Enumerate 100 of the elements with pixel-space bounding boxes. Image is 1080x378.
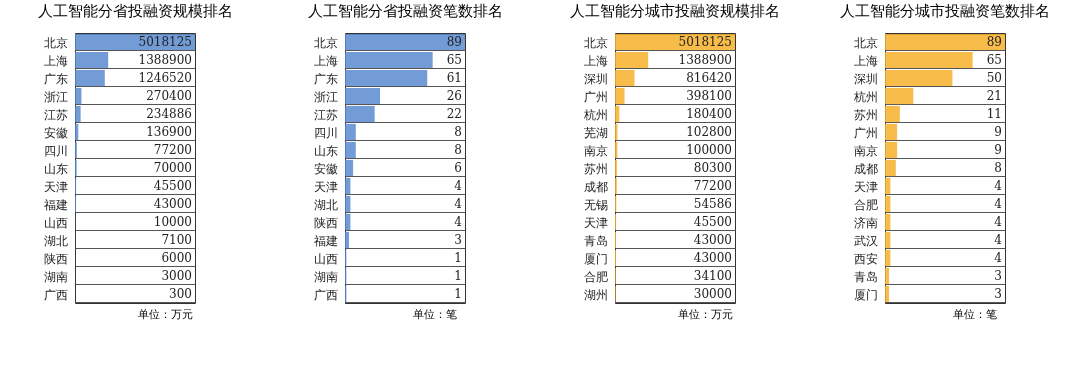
text: 单位：笔: [412, 307, 457, 322]
y-tick-label: 厦门: [583, 251, 608, 266]
bar: [345, 177, 351, 195]
data-label: 70000: [153, 161, 192, 175]
y-tick-label: 上海: [853, 53, 878, 68]
data-label: 1: [454, 287, 462, 301]
data-label: 9: [994, 143, 1002, 157]
bar: [345, 69, 428, 87]
data-label: 234886: [146, 107, 192, 121]
y-tick-label: 福建: [313, 233, 338, 248]
bar: [345, 51, 433, 69]
data-label: 100000: [686, 143, 732, 157]
data-label: 21: [986, 89, 1002, 103]
y-tick-label: 济南: [853, 215, 878, 230]
data-label: 43000: [693, 251, 732, 265]
y-tick-label: 苏州: [583, 161, 608, 176]
bar: [75, 87, 82, 105]
bar: [885, 33, 1005, 51]
text: 单位：万元: [676, 307, 733, 322]
data-label: 3000: [161, 269, 192, 283]
data-label: 65: [986, 53, 1002, 67]
bar: [75, 51, 109, 69]
y-tick-label: 广东: [313, 71, 338, 86]
data-label: 270400: [146, 89, 192, 103]
data-label: 3: [994, 269, 1002, 283]
data-label: 4: [994, 251, 1003, 265]
y-tick-label: 广东: [43, 71, 68, 86]
y-tick-label: 陕西: [313, 215, 338, 230]
data-label: 180400: [686, 107, 732, 121]
bar: [885, 87, 914, 105]
data-label: 1388900: [138, 53, 192, 67]
y-tick-label: 天津: [583, 215, 608, 230]
y-tick-label: 湖南: [313, 269, 338, 284]
data-label: 1: [454, 251, 462, 265]
y-tick-label: 陕西: [43, 251, 68, 266]
y-tick-label: 福建: [43, 197, 68, 212]
chart-title: 人工智能分省投融资规模排名: [37, 2, 233, 20]
data-label: 54586: [693, 197, 732, 211]
y-tick-label: 天津: [853, 179, 878, 194]
text: 单位：笔: [952, 307, 997, 322]
data-label: 34100: [693, 269, 732, 283]
y-tick-label: 厦门: [853, 287, 878, 302]
y-tick-label: 上海: [43, 53, 68, 68]
bar: [345, 33, 465, 51]
bar: [885, 123, 898, 141]
bar: [75, 69, 105, 87]
y-tick-label: 湖北: [43, 233, 68, 248]
y-tick-label: 南京: [583, 143, 608, 158]
data-label: 4: [994, 197, 1003, 211]
bar: [345, 213, 351, 231]
data-label: 5018125: [678, 35, 732, 49]
data-label: 4: [994, 179, 1003, 193]
y-tick-label: 广州: [583, 89, 608, 104]
data-label: 1388900: [678, 53, 732, 67]
y-tick-label: 北京: [313, 35, 338, 50]
chart-title: 人工智能分城市投融资笔数排名: [840, 2, 1050, 20]
data-label: 6: [454, 161, 462, 175]
data-label: 1: [454, 269, 462, 283]
bar: [885, 213, 891, 231]
data-label: 4: [994, 215, 1003, 229]
y-tick-label: 杭州: [852, 89, 878, 104]
y-tick-label: 广州: [853, 125, 878, 140]
data-label: 3: [994, 287, 1002, 301]
data-label: 6000: [161, 251, 192, 265]
data-label: 65: [446, 53, 462, 67]
data-label: 8: [994, 161, 1002, 175]
y-tick-label: 湖北: [313, 197, 338, 212]
y-tick-label: 四川: [43, 143, 68, 158]
y-tick-label: 湖州: [583, 287, 608, 302]
y-tick-label: 天津: [43, 179, 68, 194]
y-tick-label: 山西: [43, 215, 68, 230]
data-label: 80300: [693, 161, 732, 175]
bar: [615, 105, 620, 123]
bar: [885, 177, 891, 195]
bar: [885, 267, 890, 285]
bar: [345, 231, 350, 249]
y-tick-label: 合肥: [583, 269, 608, 284]
y-tick-label: 北京: [583, 35, 608, 50]
y-tick-label: 青岛: [583, 233, 608, 248]
bar: [345, 195, 351, 213]
chart-title: 人工智能分省投融资笔数排名: [307, 2, 503, 20]
data-label: 22: [446, 107, 462, 121]
bar: [885, 51, 973, 69]
data-label: 50: [986, 71, 1002, 85]
y-tick-label: 浙江: [313, 89, 338, 104]
bar: [345, 105, 375, 123]
data-label: 89: [986, 35, 1002, 49]
y-tick-label: 江苏: [313, 107, 338, 122]
data-label: 61: [446, 71, 462, 85]
data-label: 3: [454, 233, 462, 247]
bar: [615, 87, 625, 105]
data-label: 89: [446, 35, 462, 49]
data-label: 102800: [686, 125, 732, 139]
y-tick-label: 安徽: [43, 125, 68, 140]
data-label: 26: [446, 89, 462, 103]
y-tick-label: 天津: [313, 179, 338, 194]
y-tick-label: 无锡: [583, 197, 608, 212]
bar: [345, 87, 381, 105]
data-label: 1246520: [138, 71, 192, 85]
data-label: 10000: [153, 215, 192, 229]
